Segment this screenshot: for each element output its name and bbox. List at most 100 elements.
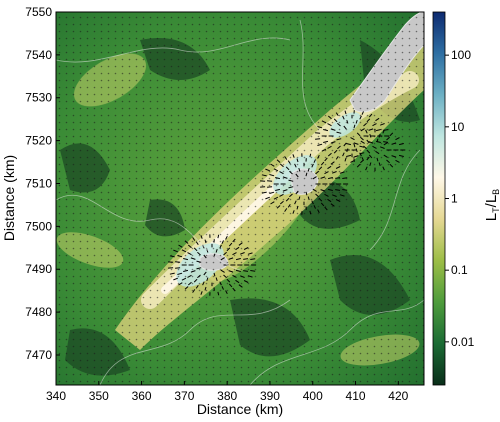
flow-arrow xyxy=(366,156,370,161)
flow-arrow xyxy=(250,270,256,272)
flow-arrow xyxy=(335,199,341,202)
flow-arrow xyxy=(336,138,342,141)
flow-arrow xyxy=(353,124,356,129)
x-tick-label: 360 xyxy=(132,389,152,403)
flow-arrow xyxy=(359,152,365,155)
flow-arrow xyxy=(307,196,310,201)
flow-arrow xyxy=(375,150,380,155)
flow-arrow xyxy=(305,172,308,177)
flow-arrow xyxy=(193,247,198,252)
flow-arrow xyxy=(366,149,371,154)
flow-arrow xyxy=(359,115,362,120)
flow-arrow xyxy=(335,166,341,169)
flow-arrow xyxy=(343,142,347,147)
flow-arrow xyxy=(333,149,338,154)
flow-arrow xyxy=(284,156,288,160)
colorbar-ticks: 0.01 0.1 1 10 100 xyxy=(445,48,475,349)
flow-arrow xyxy=(323,129,329,132)
plot-frame xyxy=(55,11,425,386)
flow-arrow xyxy=(327,123,332,127)
flow-arrow xyxy=(342,152,345,157)
flow-arrow xyxy=(313,205,316,209)
flow-arrow xyxy=(360,159,364,164)
flow-arrow xyxy=(265,168,270,172)
flow-arrow xyxy=(356,132,361,137)
flow-arrow xyxy=(320,176,326,179)
flow-arrow xyxy=(360,140,365,144)
flow-arrow xyxy=(327,198,332,203)
flow-arrow xyxy=(372,123,377,127)
flow-arrow xyxy=(360,128,365,132)
flow-arrow xyxy=(376,157,379,162)
flow-arrow xyxy=(330,141,336,144)
flow-arrow xyxy=(337,122,341,127)
flow-arrow xyxy=(270,201,275,205)
flow-arrow xyxy=(313,159,316,163)
flow-arrow xyxy=(177,272,183,275)
flow-arrow xyxy=(395,159,400,163)
flow-arrow xyxy=(324,157,328,162)
flow-arrow xyxy=(380,123,385,126)
flow-arrow xyxy=(327,152,332,157)
flow-arrow xyxy=(247,252,253,255)
flow-arrow xyxy=(228,283,233,288)
y-tick-label: 7530 xyxy=(25,91,52,105)
flow-arrow xyxy=(181,249,187,253)
flow-arrow xyxy=(215,248,218,253)
flow-arrow xyxy=(320,189,326,192)
colorbar-tick-label: 10 xyxy=(451,120,465,134)
flow-arrow xyxy=(169,272,175,275)
flow-arrow xyxy=(315,193,319,198)
flow-arrow xyxy=(330,161,335,165)
flow-arrow xyxy=(342,177,348,179)
flow-arrow xyxy=(368,128,374,131)
flow-arrow xyxy=(294,163,297,168)
flow-arrow xyxy=(215,277,218,282)
flow-arrow xyxy=(320,202,325,207)
flow-arrow xyxy=(196,267,202,270)
flow-arrow xyxy=(273,168,279,172)
flow-arrow xyxy=(318,166,323,171)
flow-arrow xyxy=(265,196,270,200)
flow-arrow xyxy=(383,142,388,146)
flow-arrow xyxy=(398,154,404,157)
flow-arrow xyxy=(389,132,394,137)
flow-arrow xyxy=(273,196,279,200)
flow-arrow xyxy=(187,274,192,278)
flow-arrow xyxy=(324,171,329,175)
flow-arrow xyxy=(279,193,284,197)
flow-arrow xyxy=(361,111,364,115)
flow-arrow xyxy=(369,162,372,167)
flow-arrow xyxy=(327,188,333,191)
flow-arrow xyxy=(243,258,249,260)
flow-arrow xyxy=(228,270,234,273)
flow-arrow xyxy=(305,191,308,196)
flow-arrow xyxy=(298,196,301,201)
flow-arrow xyxy=(217,234,220,239)
flow-arrow xyxy=(202,281,205,286)
flow-arrow xyxy=(225,290,228,295)
flow-arrow xyxy=(327,145,332,149)
x-tick-label: 400 xyxy=(303,389,323,403)
flow-arrow xyxy=(368,141,374,144)
flow-arrow xyxy=(365,129,368,134)
flow-arrow xyxy=(383,154,388,158)
flow-arrow xyxy=(178,244,183,248)
flow-arrow xyxy=(376,138,379,143)
flow-arrow xyxy=(309,210,312,215)
flow-arrow xyxy=(315,170,319,175)
y-tick-label: 7490 xyxy=(25,262,52,276)
flow-arrow xyxy=(295,190,299,195)
flow-arrow xyxy=(276,205,281,209)
x-tick-label: 380 xyxy=(217,389,237,403)
flow-arrow xyxy=(317,154,320,159)
flow-arrow xyxy=(232,287,236,292)
flow-arrow xyxy=(317,143,323,146)
flow-arrow xyxy=(296,158,299,163)
x-axis: 340 350 360 370 380 390 400 410 420 xyxy=(46,381,409,403)
flow-arrow xyxy=(250,258,256,260)
flow-arrow xyxy=(382,166,385,171)
flow-arrow xyxy=(187,281,192,286)
flow-arrow xyxy=(317,126,323,129)
flow-arrow xyxy=(238,242,243,246)
